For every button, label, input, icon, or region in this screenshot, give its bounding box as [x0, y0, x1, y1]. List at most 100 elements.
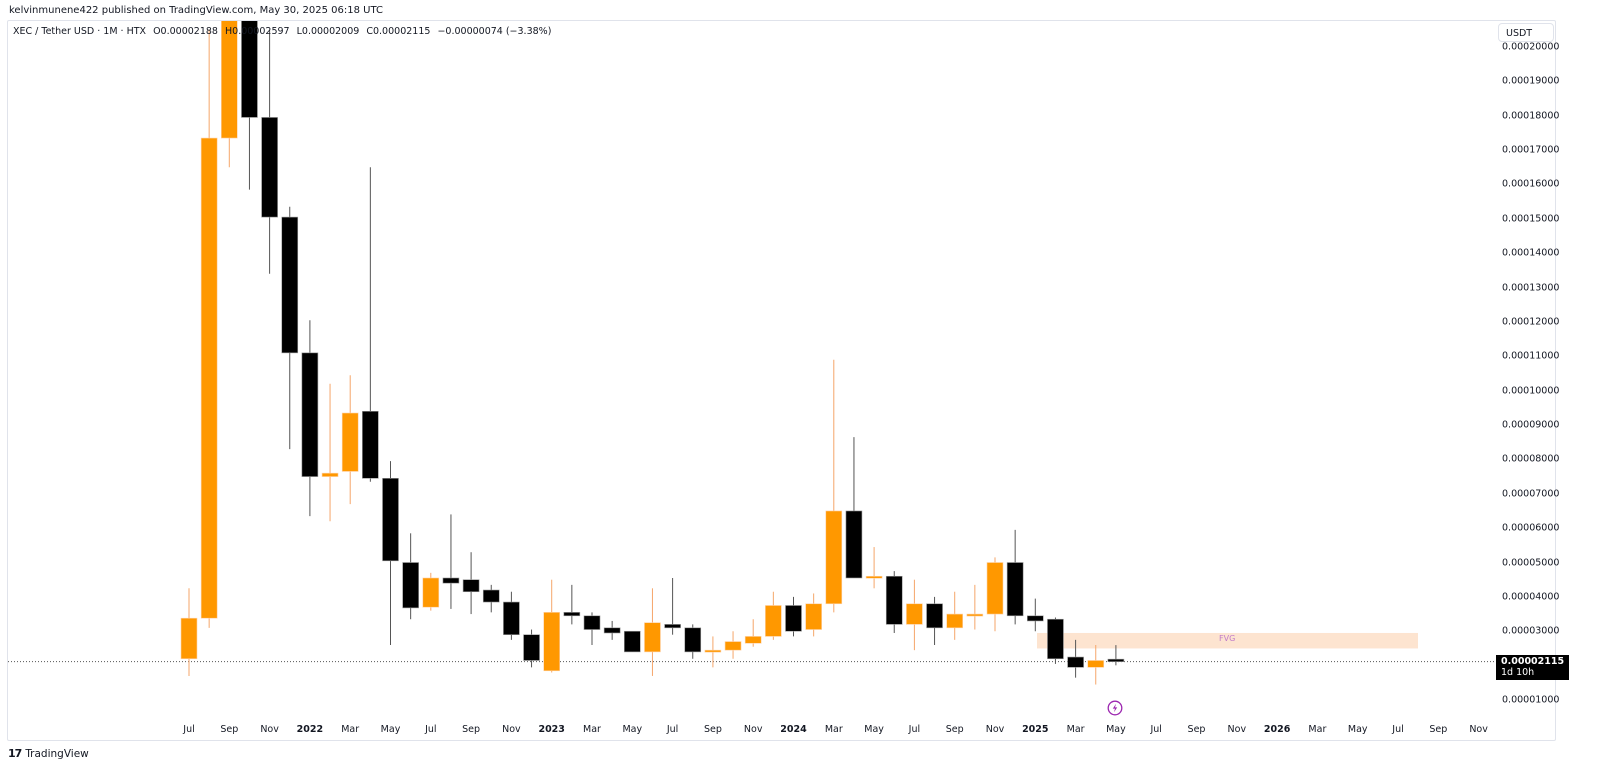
candle-body — [1027, 615, 1044, 622]
price-tick-label: 0.00010000 — [1502, 385, 1560, 397]
price-tick-label: 0.00018000 — [1502, 110, 1560, 122]
time-tick-label: Nov — [1227, 724, 1247, 735]
time-tick-label: Mar — [583, 724, 601, 735]
time-tick-label: 2023 — [538, 724, 565, 735]
lightning-event-icon[interactable] — [1107, 700, 1123, 716]
time-tick-label: Mar — [341, 724, 360, 735]
time-tick-label: Nov — [260, 724, 279, 735]
candle-body — [845, 510, 863, 579]
candle-body — [805, 603, 822, 630]
candle-body — [724, 641, 742, 651]
time-tick-label: Sep — [462, 724, 481, 735]
candle-body — [301, 352, 319, 477]
candle-body — [482, 589, 500, 603]
time-tick-label: Mar — [824, 724, 843, 735]
publisher-line: kelvinmunene422 published on TradingView… — [9, 5, 383, 16]
candle-body — [986, 562, 1004, 615]
time-tick-label: Nov — [502, 724, 521, 735]
candle-body — [765, 605, 782, 637]
candle-body — [523, 634, 540, 661]
time-tick-label: 2026 — [1263, 724, 1291, 735]
time-tick-label: Jul — [1150, 724, 1162, 735]
candle-body — [543, 612, 561, 672]
candle-body — [1107, 658, 1125, 662]
time-tick-label: May — [622, 724, 643, 735]
candle-body — [865, 575, 883, 579]
ohlc-open: O0.00002188 — [153, 26, 218, 37]
candle-body — [362, 410, 379, 479]
candle-body — [241, 21, 258, 118]
time-tick-label: Mar — [1308, 724, 1327, 735]
price-tick-label: 0.00020000 — [1502, 41, 1560, 53]
price-tick-label: 0.00015000 — [1502, 213, 1560, 225]
price-tick-label: 0.00012000 — [1502, 316, 1560, 328]
time-tick-label: Jul — [183, 724, 195, 735]
candle-body — [785, 605, 802, 632]
time-tick-label: Nov — [1469, 724, 1488, 735]
candle-body — [1087, 660, 1105, 668]
fvg-label: FVG — [1219, 634, 1236, 643]
candle-body — [583, 615, 601, 630]
price-tick-label: 0.00014000 — [1502, 247, 1560, 259]
candle-body — [200, 137, 218, 619]
candle-body — [1006, 562, 1024, 617]
time-tick-label: May — [380, 724, 401, 735]
candle-body — [926, 603, 943, 629]
price-tick-label: 0.00013000 — [1502, 282, 1560, 294]
candle-body — [503, 601, 520, 635]
candle-body — [422, 577, 440, 608]
time-tick-label: 2025 — [1022, 724, 1049, 735]
candle-body — [744, 636, 762, 644]
candle-body — [664, 624, 681, 629]
ohlc-low: L0.00002009 — [296, 26, 360, 37]
price-tick-label: 0.00019000 — [1502, 75, 1560, 87]
candle-body — [966, 613, 984, 617]
time-tick-label: Jul — [908, 724, 921, 735]
time-tick-label: 2022 — [296, 724, 324, 735]
candle-body — [321, 472, 339, 477]
candle-body — [1047, 618, 1064, 660]
time-tick-label: Jul — [425, 724, 437, 735]
time-tick-label: May — [864, 724, 884, 735]
candle-body — [825, 510, 843, 605]
fvg-zone — [1037, 632, 1418, 649]
symbol-legend: XEC / Tether USD · 1M · HTX O0.00002188 … — [13, 26, 555, 37]
bar-countdown: 1d 10h — [1501, 667, 1535, 678]
candle-body — [402, 562, 419, 609]
candle-body — [885, 575, 903, 625]
symbol-name[interactable]: XEC / Tether USD · 1M · HTX — [13, 26, 147, 37]
price-tick-label: 0.00007000 — [1502, 488, 1560, 500]
tradingview-logo-icon: 17 — [8, 747, 22, 760]
price-tick-label: 0.00009000 — [1502, 419, 1560, 431]
last-price-value: 0.00002115 — [1501, 656, 1565, 667]
candle-body — [704, 649, 722, 653]
candle-body — [341, 412, 359, 472]
candle-body — [644, 622, 661, 653]
candle-body — [180, 617, 198, 660]
time-tick-label: Nov — [985, 724, 1005, 735]
time-tick-label: Jul — [666, 724, 679, 735]
candle-body — [281, 216, 299, 354]
price-tick-label: 0.00004000 — [1502, 591, 1560, 603]
price-tick-label: 0.00005000 — [1502, 557, 1560, 569]
candle-body — [684, 627, 702, 653]
chart-pane[interactable] — [7, 20, 1556, 741]
currency-button[interactable]: USDT — [1498, 23, 1554, 42]
candle-body — [442, 577, 460, 584]
candle-body — [462, 579, 480, 593]
last-price-label: 0.00002115 1d 10h — [1496, 655, 1570, 680]
candle-body — [563, 612, 581, 617]
candle-body — [261, 117, 278, 218]
candle-body — [1067, 656, 1084, 668]
tradingview-logo[interactable]: 17 TradingView — [8, 747, 89, 760]
time-tick-label: Sep — [1429, 724, 1448, 735]
ohlc-close: C0.00002115 — [366, 26, 431, 37]
candle-body — [946, 613, 964, 629]
price-tick-label: 0.00006000 — [1502, 522, 1560, 534]
ohlc-high: H0.00002597 — [225, 26, 290, 37]
time-tick-label: Sep — [220, 724, 239, 735]
candle-body — [906, 603, 923, 625]
time-tick-label: Sep — [1187, 724, 1206, 735]
price-tick-label: 0.00016000 — [1502, 178, 1560, 190]
